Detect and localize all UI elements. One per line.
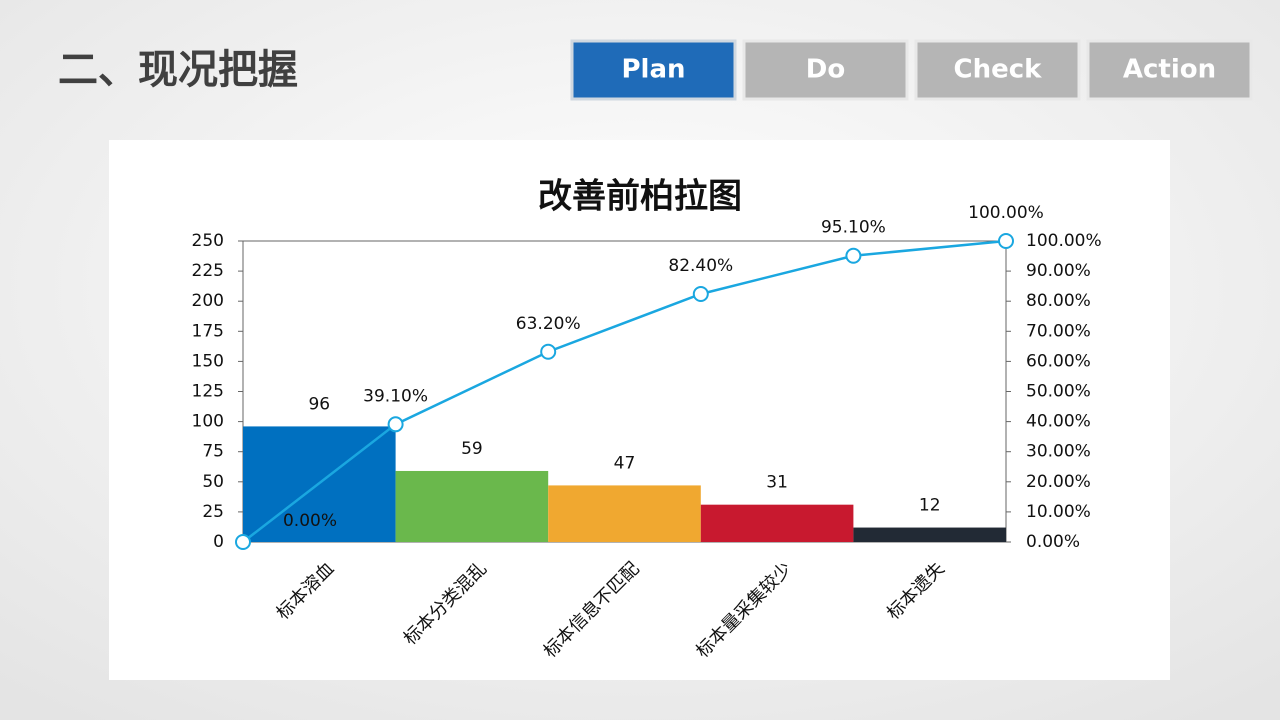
y-tick-label: 25 [202,502,224,522]
y2-tick-label: 10.00% [1026,502,1091,522]
bar [853,527,1006,542]
y-tick-label: 50 [202,472,224,492]
tab[interactable] [742,39,909,101]
tab-label[interactable]: Action [1123,55,1216,85]
tab[interactable] [1086,39,1253,101]
y2-tick-label: 30.00% [1026,442,1091,462]
y-tick-label: 75 [202,442,224,462]
y2-tick-label: 100.00% [1026,231,1102,251]
y2-tick-label: 40.00% [1026,412,1091,432]
bar-value-label: 47 [614,453,636,473]
y-tick-label: 150 [192,351,224,371]
y-tick-label: 225 [192,261,224,281]
line-marker [540,343,557,360]
bar-value-label: 59 [461,439,483,459]
y-tick-label: 125 [192,382,224,402]
line-marker [235,534,251,550]
bar [548,485,701,542]
tab[interactable] [570,39,737,101]
line-marker [845,247,862,264]
y-tick-label: 100 [192,412,224,432]
line-value-label: 63.20% [516,314,581,334]
y2-tick-label: 0.00% [1026,532,1080,552]
y-tick-label: 175 [192,321,224,341]
line-value-label: 39.10% [363,386,428,406]
bar [700,504,854,542]
y-tick-label: 200 [192,291,224,311]
y2-tick-label: 90.00% [1026,261,1091,281]
y-tick-label: 250 [192,231,224,251]
y-tick-label: 0 [213,532,224,552]
line-marker [387,416,404,433]
y2-tick-label: 20.00% [1026,472,1091,492]
bar-value-label: 96 [308,394,330,414]
y2-tick-label: 70.00% [1026,321,1091,341]
cumulative-line [242,239,1007,543]
tab-label[interactable]: Do [806,55,845,85]
line-marker [692,285,709,302]
line-value-label: 82.40% [668,256,733,276]
line-value-label: 0.00% [283,511,337,531]
line-marker [998,233,1014,249]
chart-title: 改善前柏拉图 [538,177,742,217]
tab-label[interactable]: Check [954,55,1043,85]
bar [395,470,549,542]
y2-tick-label: 80.00% [1026,291,1091,311]
tab[interactable] [914,39,1081,101]
line-value-label: 95.10% [821,218,886,238]
y2-tick-label: 50.00% [1026,382,1091,402]
y2-tick-label: 60.00% [1026,351,1091,371]
chart-panel [109,140,1170,680]
bar-value-label: 12 [919,496,941,516]
line-value-label: 100.00% [968,203,1044,223]
tab-label[interactable]: Plan [621,55,685,85]
bar-value-label: 31 [766,473,788,493]
slide-title: 二、现况把握 [58,47,298,93]
